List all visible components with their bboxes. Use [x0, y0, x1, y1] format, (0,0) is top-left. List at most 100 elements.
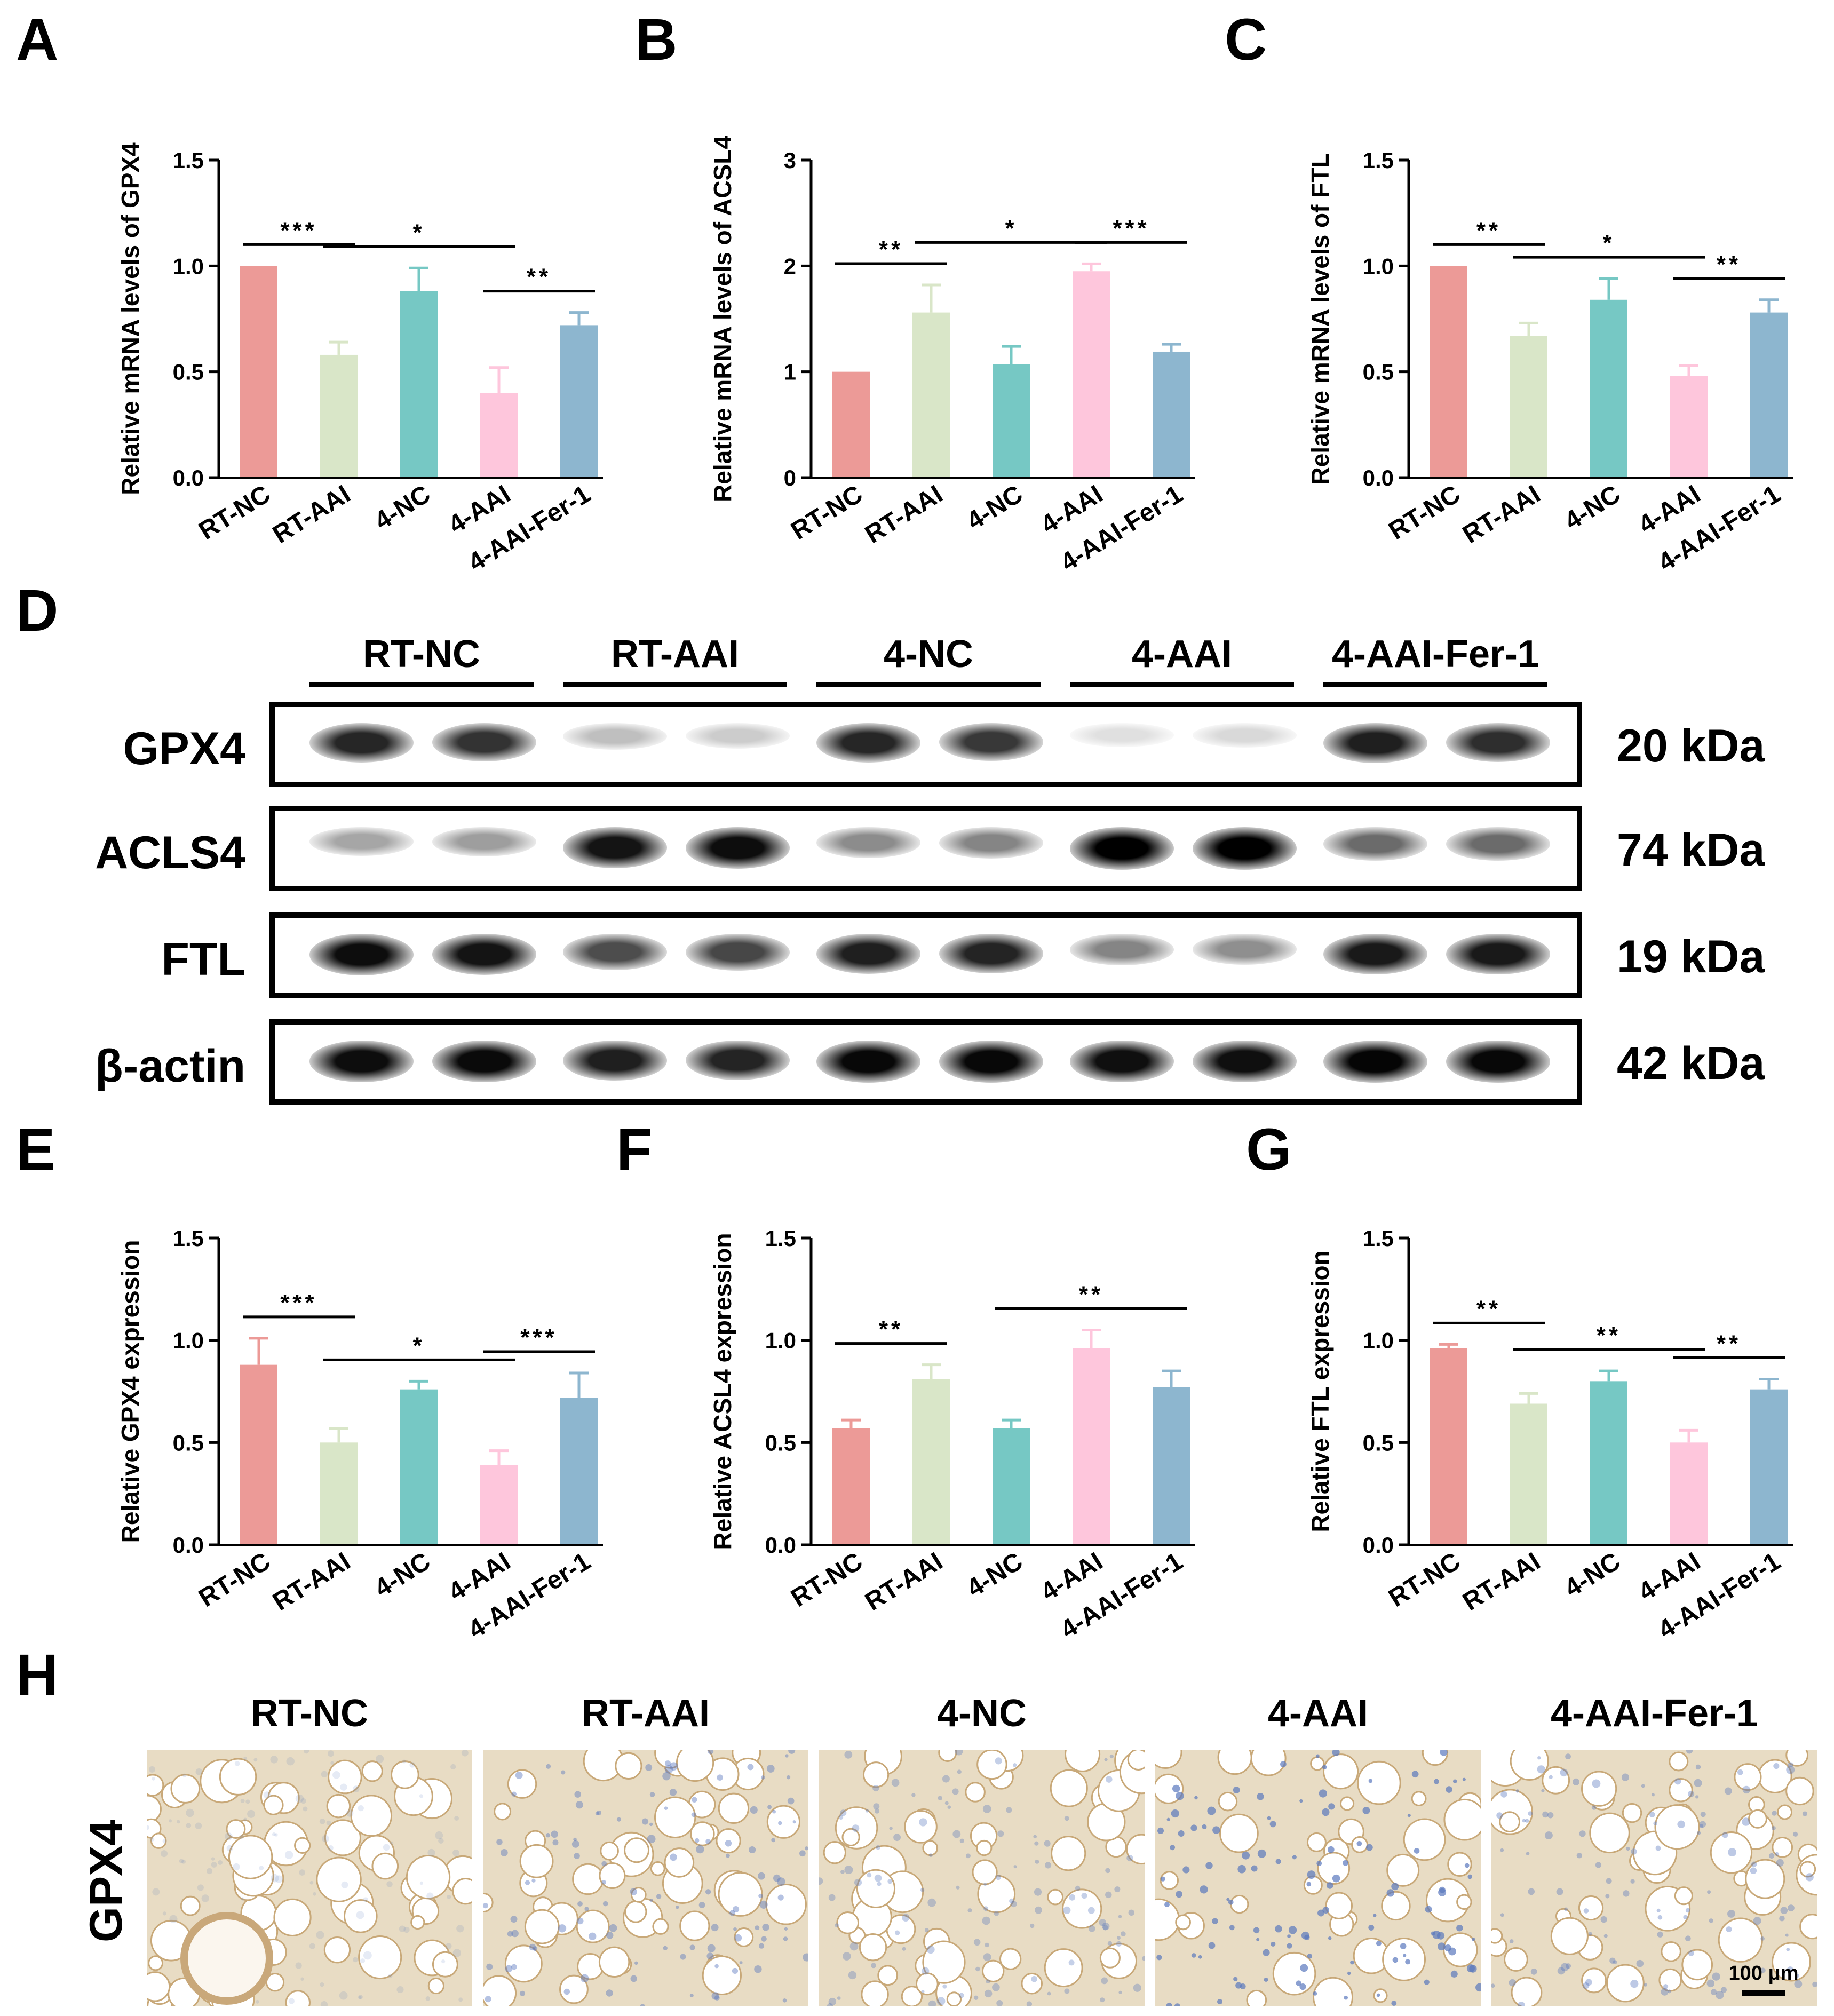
nucleus-dot: [1100, 1997, 1105, 2003]
nucleus-dot: [982, 1916, 990, 1925]
nucleus-dot: [1588, 1932, 1592, 1936]
alveolus: [228, 1835, 273, 1879]
nucleus-dot: [1667, 1989, 1671, 1994]
nucleus-dot: [1466, 1964, 1475, 1973]
nucleus-dot: [1631, 1848, 1637, 1855]
nucleus-dot: [773, 1874, 781, 1882]
nucleus-dot: [510, 1916, 518, 1923]
nucleus-dot: [320, 1982, 324, 1987]
y-tick-label: 0.0: [1363, 1533, 1394, 1558]
alveolus: [972, 1859, 998, 1885]
nucleus-dot: [352, 1785, 360, 1793]
nucleus-dot: [332, 1771, 340, 1779]
nucleus-dot: [201, 1894, 209, 1902]
nucleus-dot: [346, 1809, 354, 1817]
nucleus-dot: [1116, 1941, 1122, 1947]
nucleus-dot: [461, 1750, 469, 1757]
nucleus-dot: [458, 1997, 463, 2002]
nucleus-dot: [1644, 1983, 1647, 1987]
nucleus-dot: [698, 1902, 705, 1908]
nucleus-dot: [1166, 2002, 1172, 2006]
nucleus-dot: [1174, 2003, 1181, 2006]
nucleus-dot: [983, 1953, 991, 1962]
nucleus-dot: [1600, 1916, 1607, 1923]
nucleus-dot: [1044, 1840, 1051, 1847]
nucleus-dot: [441, 1959, 446, 1964]
nucleus-dot: [1779, 1916, 1785, 1922]
panel-letter-f: F: [616, 1117, 653, 1182]
nucleus-dot: [1063, 1906, 1071, 1914]
wb-band: [1323, 827, 1427, 861]
significance-label: **: [1476, 217, 1501, 243]
ihc-title-4-nc: 4-NC: [936, 1692, 1027, 1735]
nucleus-dot: [1107, 1941, 1113, 1946]
chart-e-group: Relative GPX4 expression 0.0 0.5 1.0 1.5 RT-N…: [116, 1226, 603, 1644]
wb-band: [1446, 827, 1550, 861]
nucleus-dot: [1064, 1816, 1069, 1821]
nucleus-dot: [1585, 1979, 1592, 1986]
nucleus-dot: [1205, 1862, 1213, 1869]
nucleus-dot: [303, 1806, 308, 1812]
nucleus-dot: [309, 1943, 315, 1949]
nucleus-dot: [1737, 1769, 1743, 1775]
alveolus: [406, 1854, 451, 1900]
nucleus-dot: [1686, 1750, 1693, 1754]
y-tick-label: 1.5: [1363, 148, 1394, 173]
bar-rt-aai: [912, 1379, 950, 1545]
nucleus-dot: [218, 1860, 223, 1865]
nucleus-dot: [243, 1756, 248, 1760]
significance-label: *: [412, 219, 425, 245]
nucleus-dot: [947, 1805, 951, 1809]
alveolus: [1050, 1769, 1088, 1807]
alveolus: [901, 1986, 923, 2006]
nucleus-dot: [316, 1931, 324, 1939]
nucleus-dot: [1350, 1960, 1354, 1965]
y-tick-label: 1.0: [765, 1328, 796, 1353]
nucleus-dot: [1047, 1991, 1051, 1996]
bar-4-aai-fer-1: [560, 325, 598, 478]
alveolus: [219, 1758, 257, 1796]
nucleus-dot: [887, 1879, 893, 1884]
nucleus-dot: [328, 1750, 334, 1757]
y-tick-label: 1.0: [173, 253, 204, 279]
bronchiole: [180, 1912, 273, 2005]
nucleus-dot: [1105, 1868, 1110, 1874]
nucleus-dot: [1347, 1971, 1351, 1975]
nucleus-dot: [680, 1954, 686, 1960]
wb-band: [816, 723, 920, 763]
alveolus: [600, 1841, 619, 1861]
nucleus-dot: [1166, 1817, 1170, 1821]
alveolus: [358, 1935, 402, 1980]
nucleus-dot: [1565, 1753, 1571, 1760]
nucleus-dot: [1500, 1913, 1504, 1917]
nucleus-dot: [363, 1897, 368, 1902]
x-tick-label: RT-AAI: [1458, 1547, 1545, 1616]
nucleus-dot: [1171, 1809, 1179, 1818]
nucleus-dot: [447, 1894, 451, 1899]
nucleus-dot: [1560, 1963, 1569, 1972]
nucleus-dot: [1787, 1966, 1793, 1973]
nucleus-dot: [1133, 1983, 1141, 1992]
nucleus-dot: [1275, 1859, 1281, 1864]
nucleus-dot: [1307, 1954, 1313, 1959]
x-tick-label: 4-NC: [370, 480, 435, 535]
nucleus-dot: [1525, 1819, 1529, 1823]
nucleus-dot: [284, 1851, 293, 1859]
nucleus-dot: [1322, 1808, 1330, 1816]
nucleus-dot: [942, 1984, 947, 1989]
alveolus: [1447, 1852, 1472, 1877]
nucleus-dot: [966, 1853, 971, 1859]
alveolus: [1589, 1812, 1630, 1854]
nucleus-dot: [874, 1808, 880, 1814]
nucleus-dot: [676, 1906, 679, 1909]
nucleus-dot: [181, 1859, 186, 1864]
ihc-row-label-text: GPX4: [81, 1820, 132, 1942]
nucleus-dot: [694, 1838, 700, 1843]
nucleus-dot: [256, 1999, 259, 2004]
nucleus-dot: [649, 1899, 653, 1902]
alveolus: [483, 1893, 494, 1913]
nucleus-dot: [1706, 1979, 1715, 1988]
nucleus-dot: [152, 1777, 155, 1781]
alveolus: [965, 1782, 986, 1803]
wb-kda-label: 19 kDa: [1617, 931, 1765, 982]
